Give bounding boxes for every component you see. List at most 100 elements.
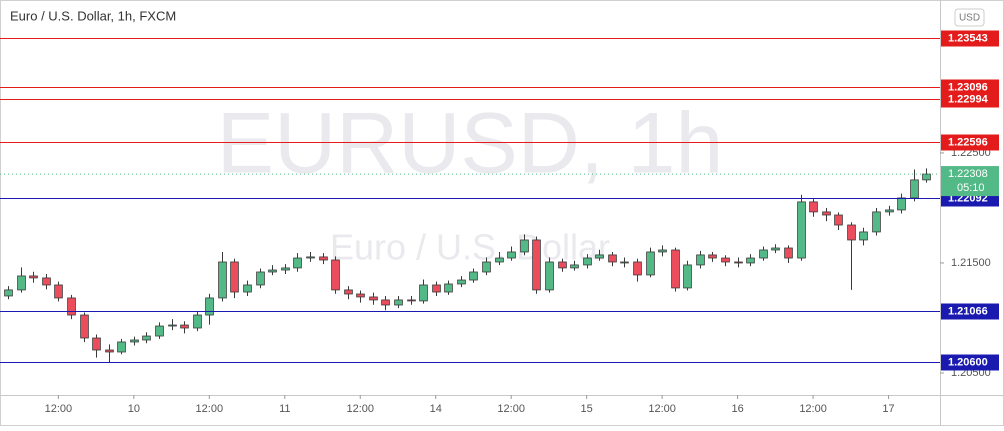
candle-body [746, 257, 755, 264]
candle-body [570, 264, 579, 269]
candle-body [771, 247, 780, 251]
candle-body [344, 289, 353, 295]
level-label: 1.23096 [948, 81, 988, 93]
level-label-box [941, 303, 999, 320]
candle-body [847, 224, 856, 241]
candle-body [193, 314, 202, 329]
watermark-sub: Euro / U.S. Dollar [330, 227, 610, 268]
candle-body [319, 256, 328, 261]
x-tick-label: 12:00 [346, 403, 374, 415]
y-tick-label: 1.21500 [951, 257, 991, 269]
candle-body [558, 261, 567, 269]
watermark: EURUSD, 1h [217, 96, 724, 192]
candle-body [545, 261, 554, 291]
candle-body [256, 271, 265, 286]
candle-body [797, 201, 806, 259]
candle-body [583, 257, 592, 266]
currency: USD [959, 13, 980, 24]
x-tick-label: 12:00 [497, 403, 525, 415]
candle-body [4, 289, 13, 297]
plot [4, 168, 931, 362]
candle-body [105, 349, 114, 353]
candle-body [721, 257, 730, 263]
candle-body [407, 299, 416, 302]
candle-body [432, 284, 441, 293]
x-tick-label: 12:00 [648, 403, 676, 415]
candle-body [268, 269, 277, 273]
level-label: 1.22994 [948, 93, 989, 105]
candle-body [457, 279, 466, 285]
currency-box[interactable] [954, 8, 985, 27]
candle-body [243, 284, 252, 293]
level-label-box [941, 134, 999, 151]
x-tick-label: 12:00 [45, 403, 73, 415]
candle-body [293, 257, 302, 269]
candle-body [595, 254, 604, 259]
level-label-box [941, 354, 999, 371]
candle-body [444, 283, 453, 293]
candle-body [230, 261, 239, 293]
candle-body [281, 267, 290, 271]
candle-body [482, 261, 491, 273]
candle-body [885, 209, 894, 213]
candle-body [683, 264, 692, 289]
candle-body [809, 201, 818, 213]
candle-body [872, 211, 881, 233]
chart-title: Euro / U.S. Dollar, 1h, FXCM [10, 8, 176, 23]
candle-body [394, 299, 403, 306]
candle-body [130, 339, 139, 343]
x-tick-label: 16 [731, 403, 743, 415]
x-tick-label: 12:00 [196, 403, 224, 415]
candle-body [142, 335, 151, 341]
candle-body [180, 324, 189, 329]
x-tick-label: 15 [581, 403, 593, 415]
level-label: 1.23543 [948, 32, 988, 44]
x-tick-label: 11 [279, 403, 290, 415]
candle-body [507, 251, 516, 259]
candle-body [910, 179, 919, 199]
candle-body [80, 314, 89, 339]
level-label: 1.20600 [948, 356, 988, 368]
last-price-label: 1.22308 [948, 168, 988, 180]
candle-body [17, 275, 26, 291]
candle-body [834, 214, 843, 226]
candle-body [922, 173, 931, 181]
candle-body [532, 239, 541, 291]
candle-body [734, 261, 743, 264]
candle-body [155, 325, 164, 337]
candle-body [168, 324, 177, 327]
candle-body [54, 284, 63, 299]
candle-body [67, 297, 76, 316]
candle-body [520, 239, 529, 253]
candle-body [331, 259, 340, 291]
candle-body [92, 337, 101, 351]
candle-body [608, 254, 617, 263]
candle-body [822, 211, 831, 216]
candle-body [117, 341, 126, 353]
x-tick-label: 10 [128, 403, 140, 415]
candle-body [218, 261, 227, 299]
candle-body [633, 261, 642, 276]
countdown: 05:10 [957, 182, 985, 194]
candle-body [859, 231, 868, 241]
candle-body [356, 293, 365, 298]
candle-body [306, 256, 315, 259]
candle-body [381, 299, 390, 306]
x-tick-label: 17 [882, 403, 894, 415]
candle-body [897, 197, 906, 211]
candle-body [29, 275, 38, 279]
x-tick-label: 14 [430, 403, 442, 415]
candle-body [42, 277, 51, 286]
candle-body [620, 261, 629, 264]
level-label: 1.22596 [948, 136, 988, 148]
candle-body [369, 296, 378, 301]
candle-body [646, 251, 655, 276]
candle-body [671, 249, 680, 289]
candle-body [469, 271, 478, 281]
level-label: 1.21066 [948, 305, 988, 317]
candle-body [708, 254, 717, 259]
candle-body [759, 249, 768, 259]
candle-body [658, 249, 667, 253]
